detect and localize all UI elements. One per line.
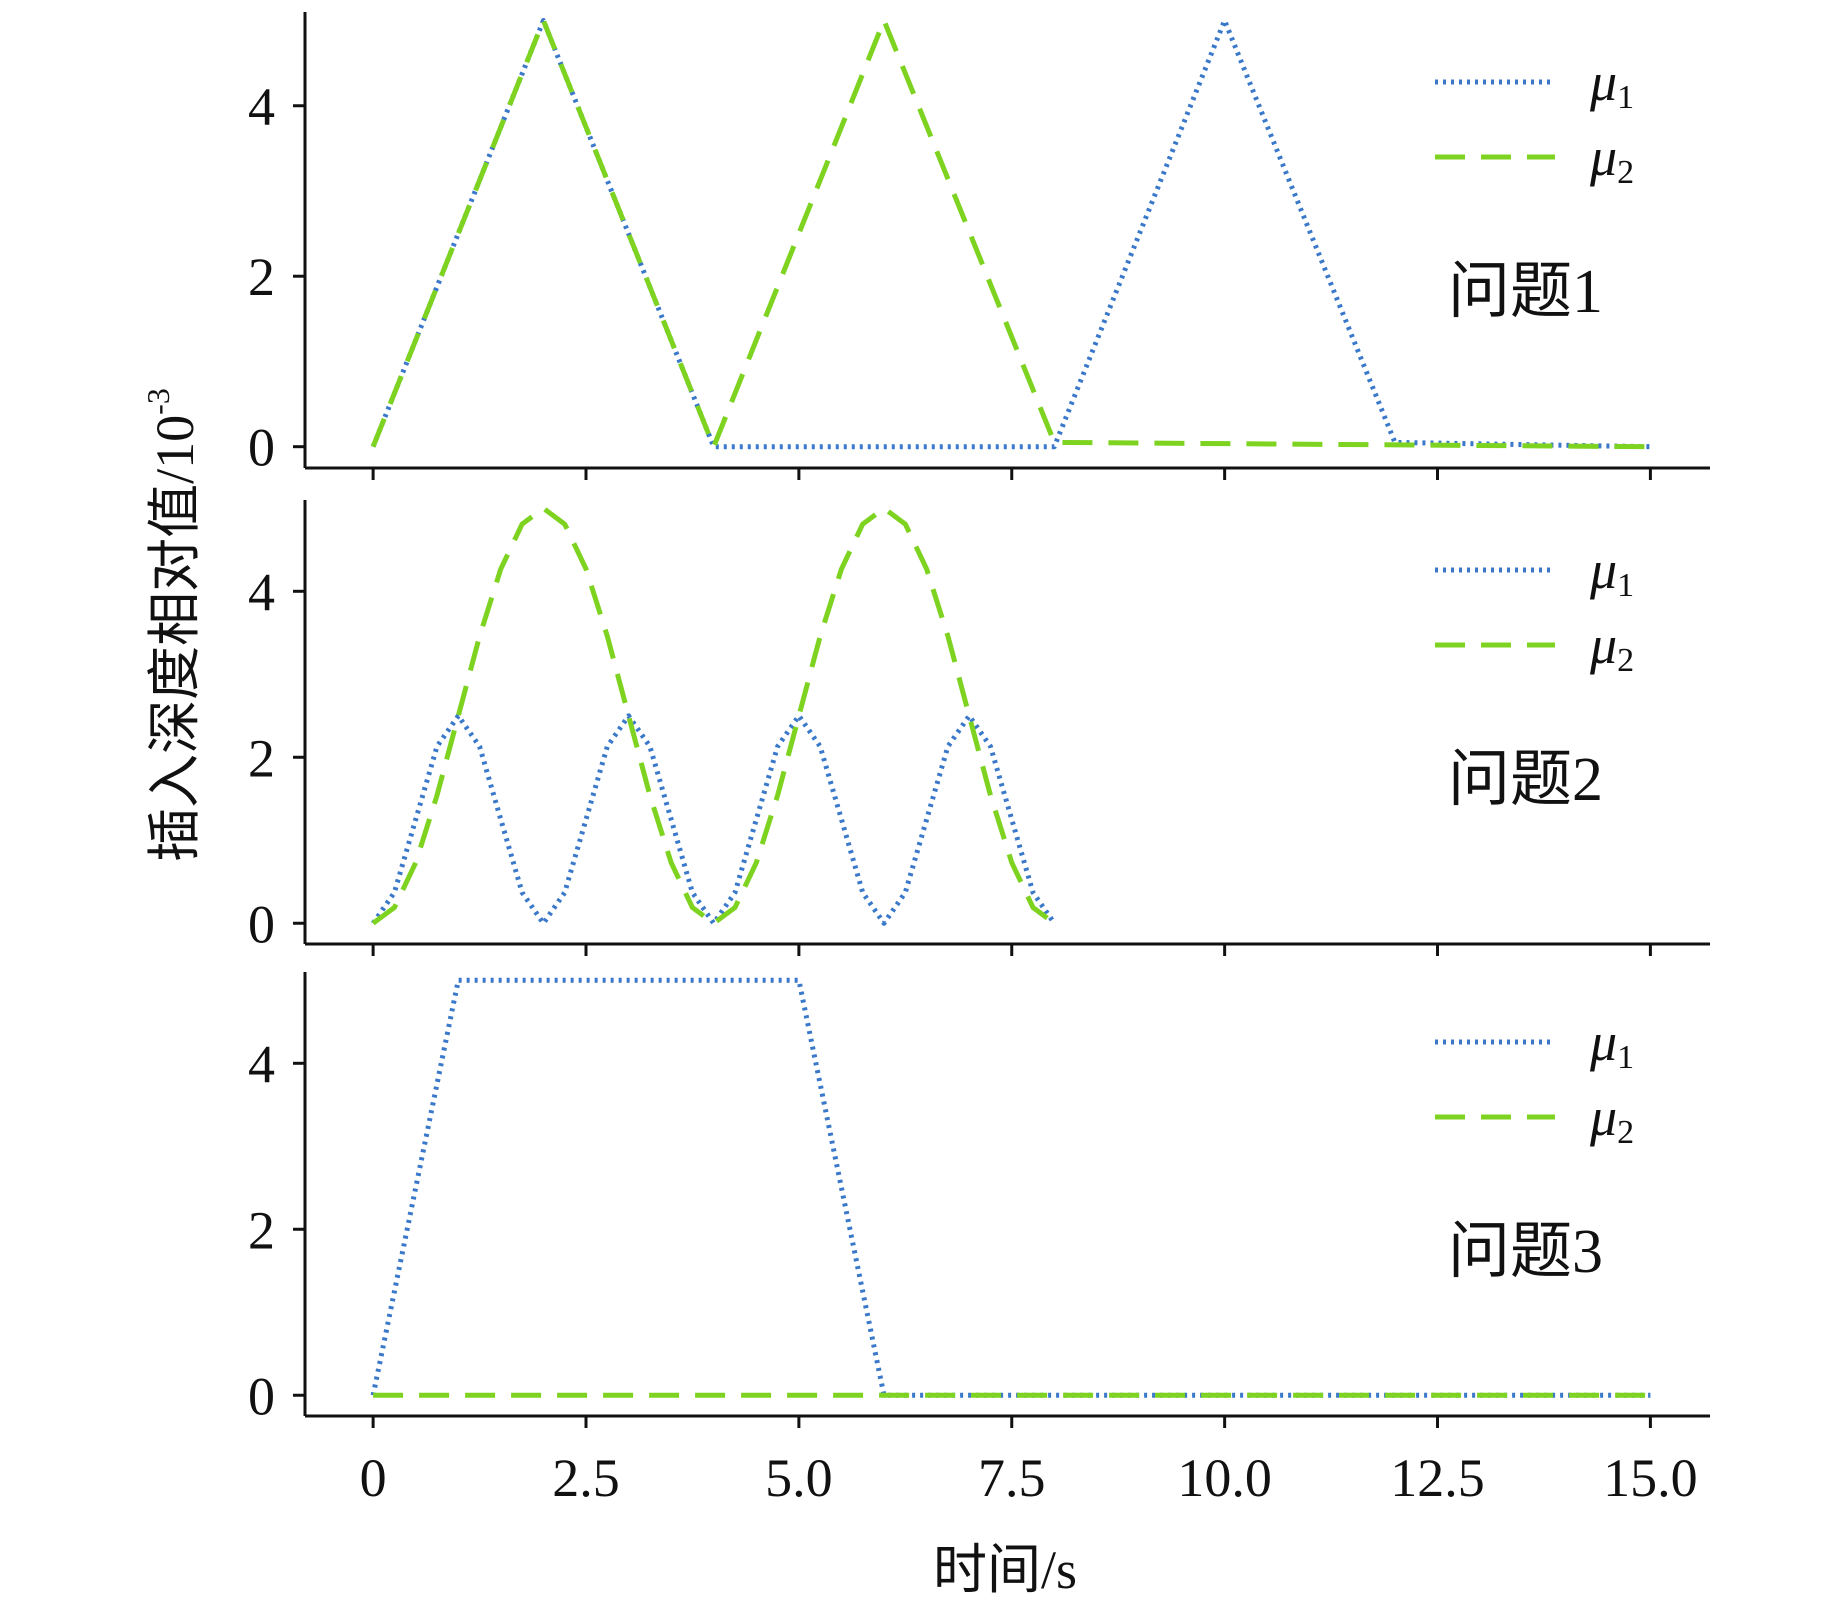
y-tick-label: 4 — [248, 562, 275, 622]
legend-label-mu1: μ1 — [1589, 52, 1634, 116]
panel-annotation: 问题1 — [1448, 258, 1603, 326]
legend-label-mu2: μ2 — [1589, 615, 1634, 679]
x-tick-label: 7.5 — [978, 1448, 1046, 1508]
y-tick-label: 2 — [248, 728, 275, 788]
legend-subscript: 1 — [1617, 79, 1634, 116]
legend-symbol: μ — [1589, 52, 1617, 112]
y-axis-label: 插入深度相对值/10-3 — [140, 388, 205, 862]
x-tick-label: 12.5 — [1390, 1448, 1485, 1508]
legend-label-mu2: μ2 — [1589, 127, 1634, 191]
y-tick-label: 0 — [248, 894, 275, 954]
legend-symbol: μ — [1589, 1012, 1617, 1072]
series-line-mu1 — [371, 713, 1057, 926]
legend-subscript: 2 — [1617, 642, 1634, 679]
y-tick-label: 2 — [248, 1200, 275, 1260]
y-tick-label: 0 — [248, 1366, 275, 1426]
y-tick-label: 0 — [248, 418, 275, 478]
series-line-mu2 — [371, 505, 1056, 926]
panel-annotation: 问题3 — [1448, 1218, 1603, 1286]
y-tick-label: 4 — [248, 1034, 275, 1094]
legend-symbol: μ — [1589, 1087, 1617, 1147]
y-axis-label-main: 插入深度相对值/10 — [145, 415, 205, 862]
legend-label-mu2: μ2 — [1589, 1087, 1634, 1151]
y-tick-label: 4 — [248, 77, 275, 137]
series-line-mu1 — [370, 977, 1651, 1398]
legend-subscript: 2 — [1617, 154, 1634, 191]
legend-label-mu1: μ1 — [1589, 540, 1634, 604]
legend-subscript: 1 — [1617, 1039, 1634, 1076]
shared-x-axis: 0 2.5 5.0 7.5 10.0 12.5 15.0 — [360, 1448, 1698, 1508]
legend-symbol: μ — [1589, 540, 1617, 600]
legend-subscript: 2 — [1617, 1114, 1634, 1151]
x-tick-label: 15.0 — [1603, 1448, 1698, 1508]
x-tick-label: 2.5 — [552, 1448, 620, 1508]
panel-annotation: 问题2 — [1448, 746, 1603, 814]
legend-symbol: μ — [1589, 615, 1617, 675]
y-tick-label: 2 — [248, 247, 275, 307]
series-line-mu1 — [370, 18, 1651, 450]
series-line-mu2 — [370, 18, 1651, 450]
x-axis-label: 时间/s — [933, 1540, 1077, 1600]
y-axis-label-text: 插入深度相对值/10-3 — [140, 388, 205, 862]
legend-symbol: μ — [1589, 127, 1617, 187]
legend-subscript: 1 — [1617, 567, 1634, 604]
y-axis-label-exponent: -3 — [140, 388, 176, 415]
x-tick-label: 5.0 — [765, 1448, 833, 1508]
x-tick-label: 0 — [360, 1448, 387, 1508]
x-tick-label: 10.0 — [1177, 1448, 1272, 1508]
legend-label-mu1: μ1 — [1589, 1012, 1634, 1076]
